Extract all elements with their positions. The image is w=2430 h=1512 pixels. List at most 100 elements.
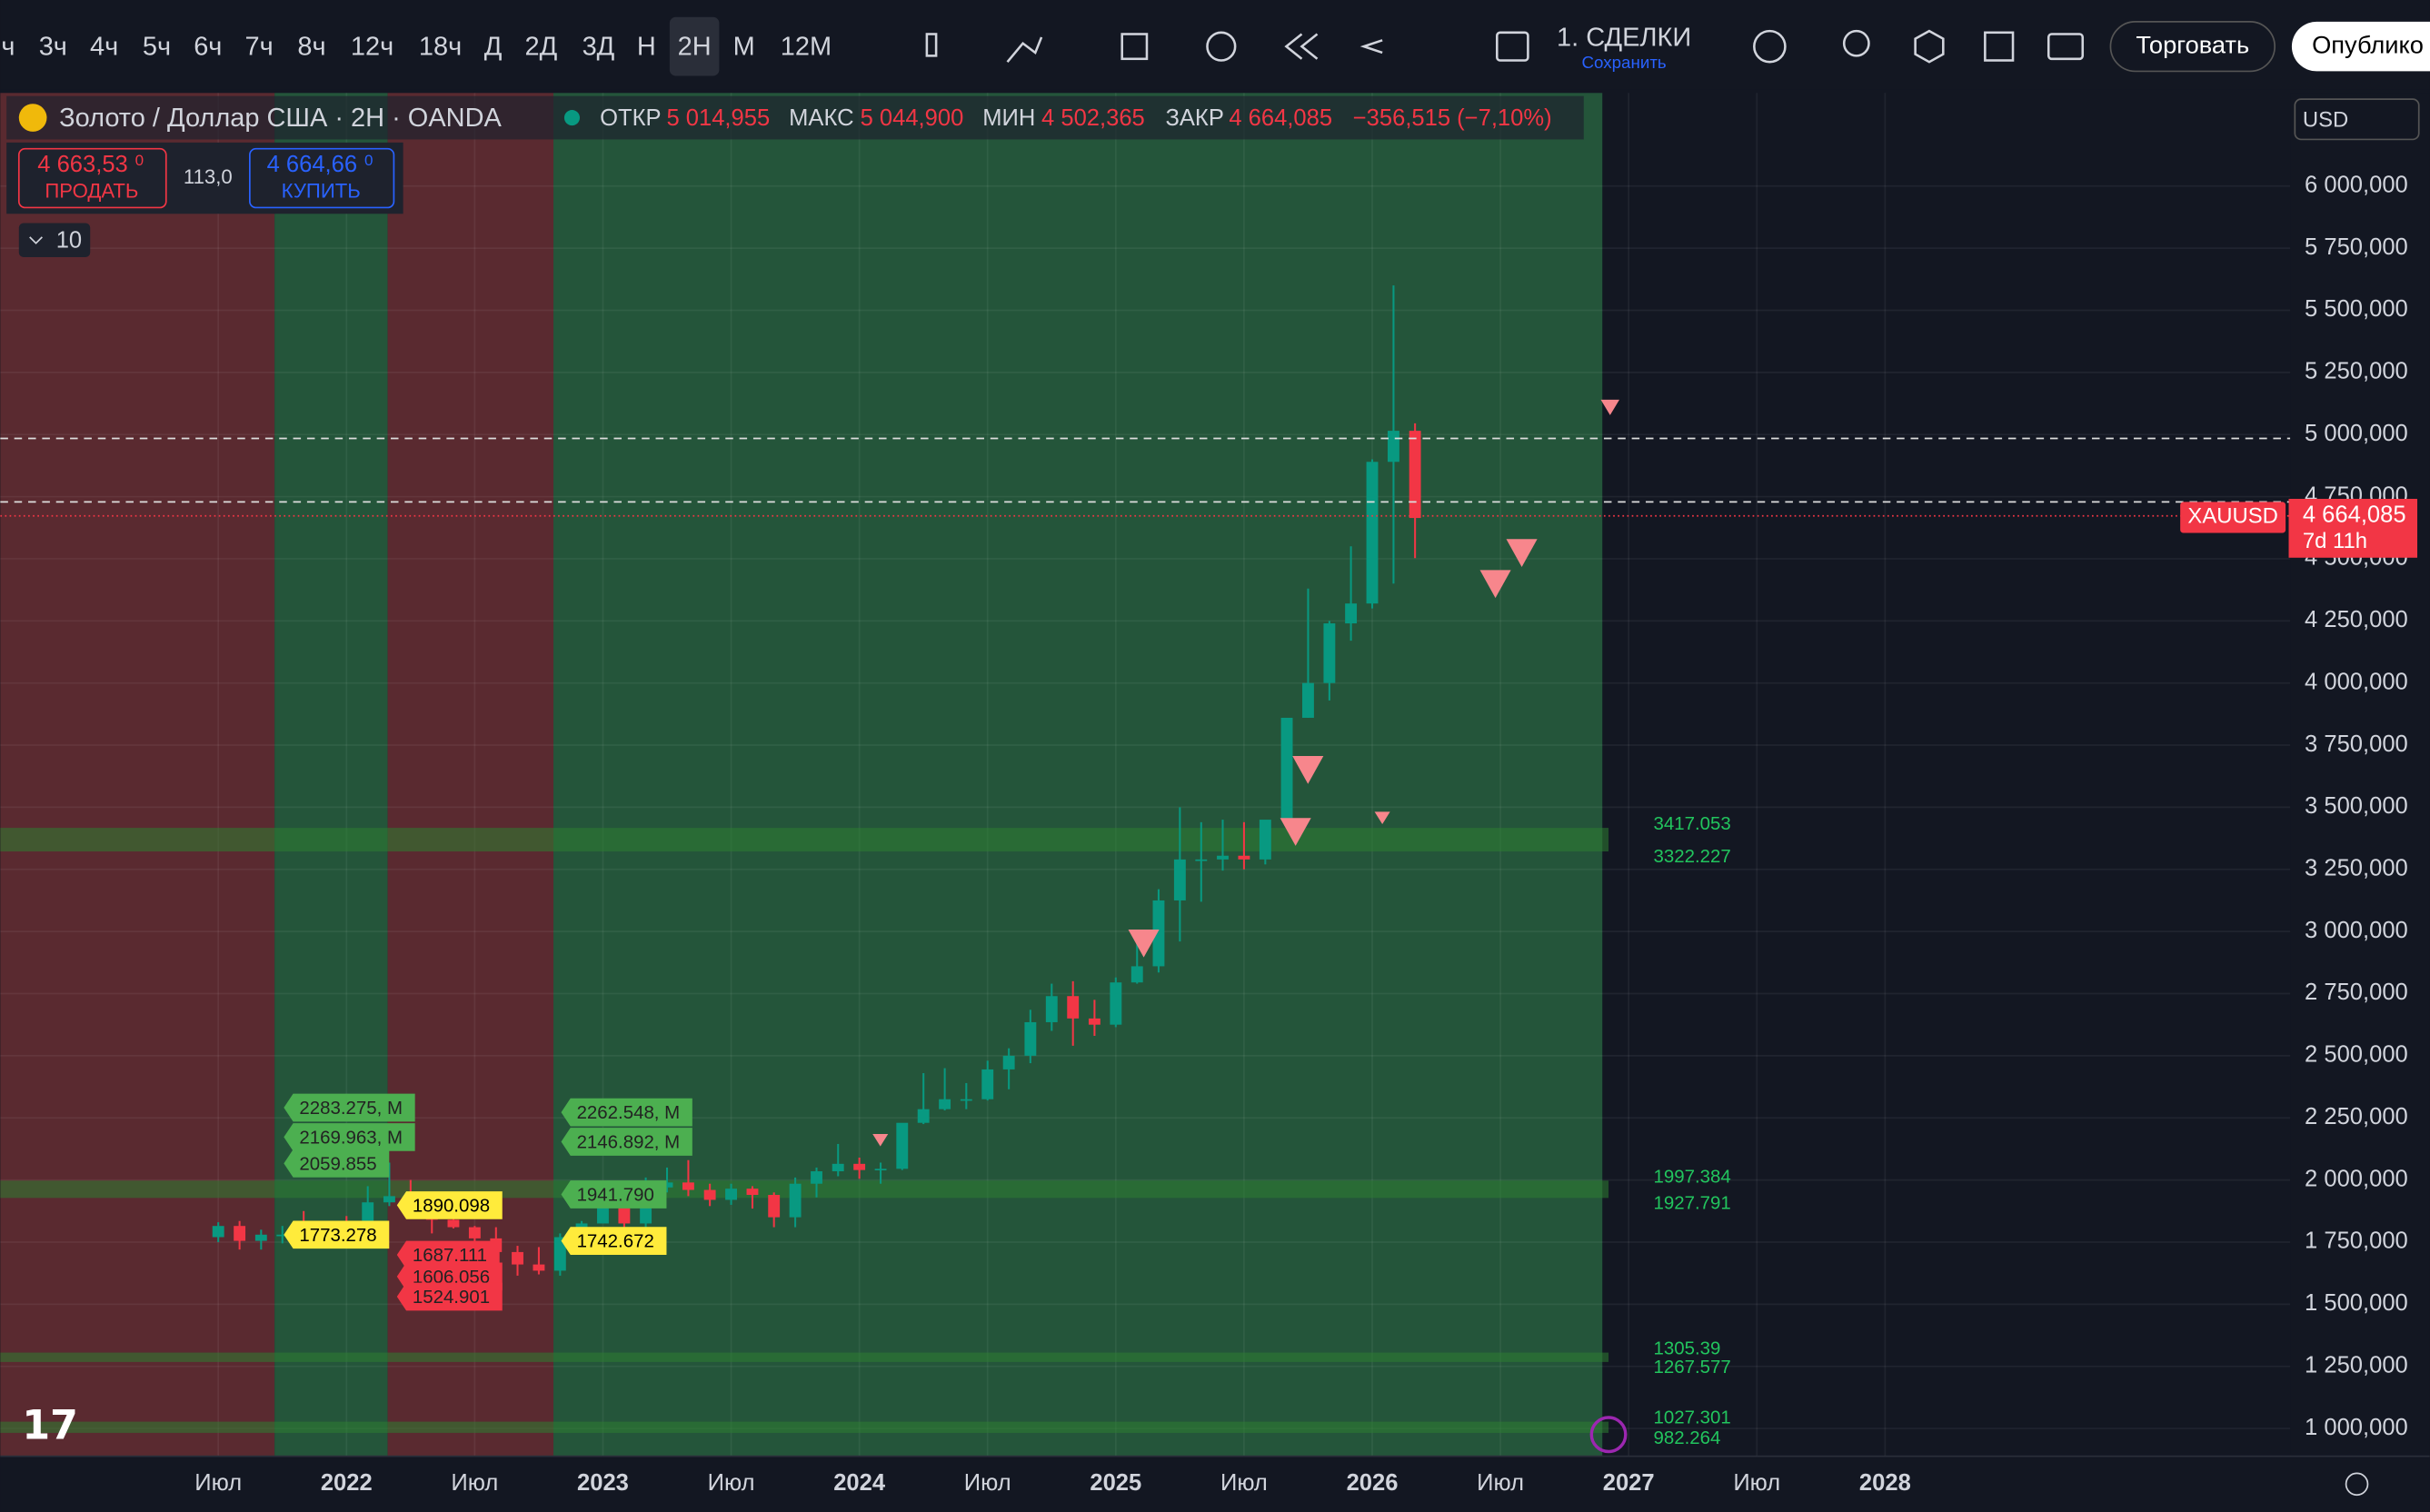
publish-label[interactable]: Опублико	[2312, 30, 2424, 58]
body	[896, 1122, 909, 1169]
body	[661, 1182, 673, 1188]
interval[interactable]: 18ч	[419, 33, 462, 62]
level-low: 1267.577	[1653, 1357, 1730, 1378]
y-tick-label: 5 250,000	[2305, 359, 2408, 384]
open-label: ОТКР	[600, 105, 661, 131]
currency[interactable]: USD	[2303, 107, 2348, 132]
y-tick-label: 5 000,000	[2305, 421, 2408, 446]
interval[interactable]: Д	[484, 33, 503, 62]
icon[interactable]	[1984, 31, 2015, 62]
buy-button[interactable]	[248, 147, 395, 209]
layout-name[interactable]: 1. СДЕЛКИ	[1557, 23, 1691, 52]
y-tick-label: 1 000,000	[2305, 1415, 2408, 1440]
icon[interactable]	[1753, 29, 1787, 64]
indicators-toggle[interactable]	[18, 223, 91, 258]
lightning-button[interactable]	[1589, 1416, 1628, 1454]
level-zone	[0, 828, 1609, 852]
interval[interactable]: 12ч	[351, 33, 393, 62]
body	[981, 1069, 994, 1099]
body	[1130, 966, 1143, 983]
high: 5 044,900	[861, 105, 964, 131]
body	[1366, 462, 1379, 604]
body	[1323, 623, 1336, 683]
y-tick-label: 3 750,000	[2305, 731, 2408, 757]
x-tick-label: Июл	[194, 1470, 242, 1496]
x-tick-label: 2025	[1090, 1470, 1141, 1496]
body	[1045, 996, 1058, 1022]
sell-button[interactable]	[17, 147, 167, 209]
active-interval	[669, 16, 720, 76]
body	[1345, 603, 1358, 624]
tag-label: 1687.111	[413, 1245, 487, 1266]
sell-label[interactable]: ПРОДАТЬ	[45, 179, 138, 202]
body	[1238, 855, 1250, 860]
level-low: 1927.791	[1653, 1193, 1730, 1214]
x-tick-label: Июл	[1220, 1470, 1268, 1496]
tag-label: 1941.790	[577, 1185, 654, 1206]
tag-symbol: XAUUSD	[2187, 504, 2277, 529]
signal	[1128, 929, 1160, 958]
sell-price[interactable]: 4 663,53	[37, 152, 128, 177]
body	[512, 1251, 523, 1265]
interval[interactable]: 3Д	[583, 33, 615, 62]
icon[interactable]	[1120, 33, 1149, 61]
buy-price[interactable]: 4 664,66	[267, 152, 358, 177]
level-zone	[0, 1352, 1609, 1362]
save[interactable]: Сохранить	[1582, 53, 1667, 72]
body	[276, 1234, 289, 1237]
x-tick-label: Июл	[451, 1470, 498, 1496]
interval[interactable]: 6ч	[194, 33, 222, 62]
buy-label[interactable]: КУПИТЬ	[282, 179, 361, 202]
body	[254, 1234, 267, 1241]
y-tick-label: 4 000,000	[2305, 669, 2408, 694]
interval[interactable]: 4ч	[90, 33, 118, 62]
x-tick-label: Июл	[1733, 1470, 1780, 1496]
body	[1217, 855, 1229, 860]
close: 4 664,085	[1229, 105, 1332, 131]
icon[interactable]	[2047, 33, 2085, 61]
body	[553, 1237, 566, 1271]
icon[interactable]	[925, 33, 938, 57]
interval[interactable]: М	[733, 33, 755, 62]
zones	[0, 93, 1603, 1457]
open: 5 014,955	[666, 105, 770, 131]
interval[interactable]: Н	[637, 33, 656, 62]
interval[interactable]: 2Н	[678, 33, 712, 62]
tag-box	[284, 1149, 390, 1178]
body	[1088, 1018, 1100, 1025]
body	[1195, 859, 1208, 861]
tag-box	[561, 1128, 692, 1156]
signal	[872, 1134, 889, 1147]
icon[interactable]	[1006, 36, 1043, 64]
icon[interactable]	[1842, 29, 1870, 57]
body	[1067, 996, 1080, 1019]
buy-price-sup[interactable]: 0	[364, 152, 373, 169]
y-tick-label: 2 500,000	[2305, 1042, 2408, 1068]
interval[interactable]: 7ч	[244, 33, 273, 62]
interval[interactable]: 5ч	[143, 33, 171, 62]
market-status	[563, 110, 580, 126]
icon[interactable]	[1206, 31, 1237, 62]
icon[interactable]	[1284, 33, 1319, 60]
icon[interactable]	[1914, 29, 1945, 64]
icon[interactable]	[1496, 31, 1529, 62]
interval[interactable]: 8ч	[297, 33, 325, 62]
signal	[1374, 811, 1390, 825]
bear-zone	[0, 93, 275, 1457]
icon[interactable]	[1359, 39, 1383, 55]
trade-label[interactable]: Торговать	[2136, 30, 2249, 58]
indicators-count[interactable]: 10	[56, 228, 82, 254]
currency-select[interactable]	[2294, 98, 2420, 141]
interval[interactable]: 3ч	[39, 33, 67, 62]
y-tick-label: 6 000,000	[2305, 172, 2408, 197]
interval[interactable]: ч	[1, 33, 15, 62]
settings-button[interactable]	[2345, 1472, 2369, 1497]
publish-button[interactable]	[2291, 21, 2430, 72]
signals	[872, 399, 1619, 1147]
interval[interactable]: 2Д	[524, 33, 557, 62]
trade-button[interactable]	[2109, 21, 2276, 73]
interval[interactable]: 12М	[781, 33, 832, 62]
level-zone	[0, 1421, 1609, 1433]
sell-price-sup[interactable]: 0	[135, 152, 144, 169]
